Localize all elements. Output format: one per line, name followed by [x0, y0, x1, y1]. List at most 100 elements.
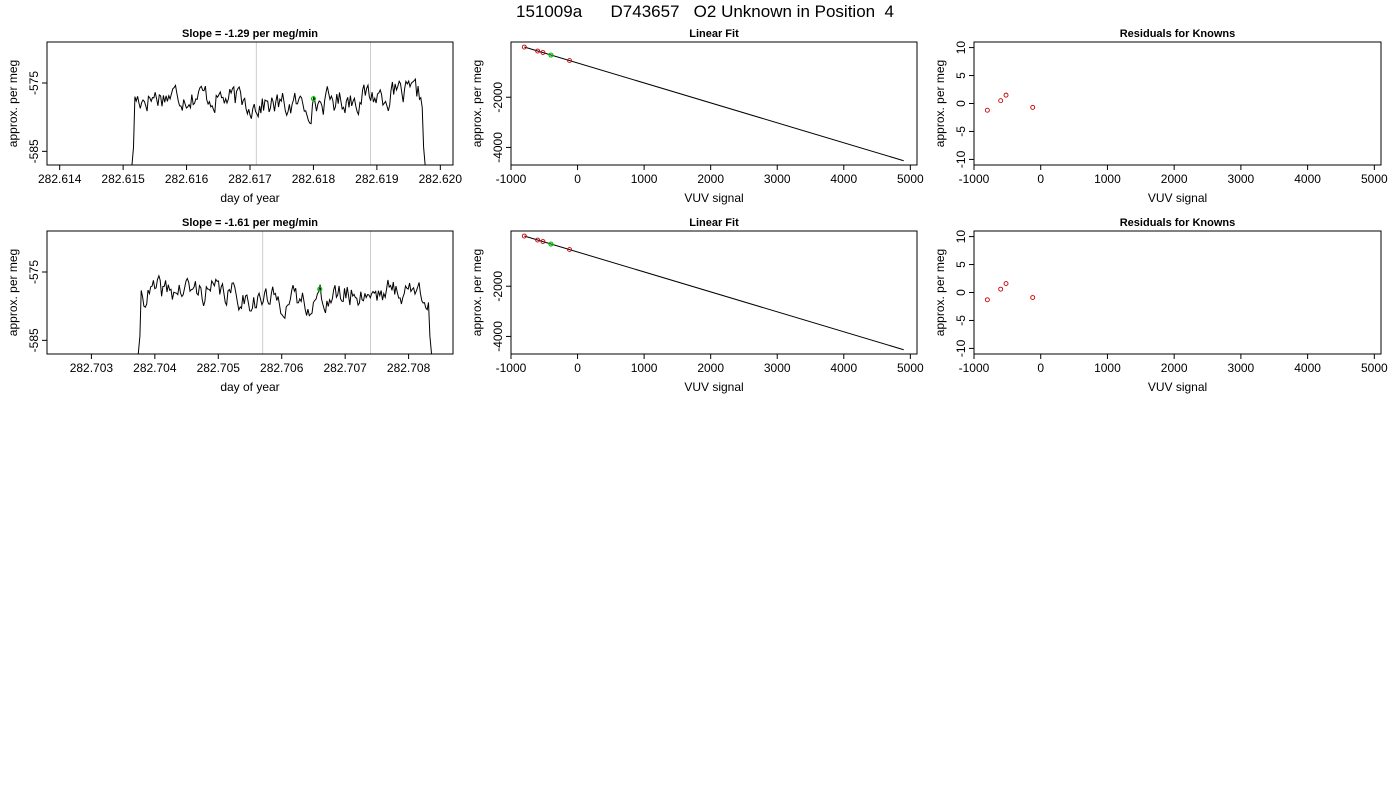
x-tick-label: 2000 [697, 172, 724, 186]
known-point [1030, 295, 1036, 300]
x-tick-label: 0 [1037, 361, 1044, 375]
known-point [1003, 92, 1009, 98]
panel-linear-fit-1: Linear Fit -1000 0 1000 2000 3000 4000 5000 -200… [470, 28, 924, 205]
panel-residuals-1: Residuals for Knowns -1000 0 1000 2000 3000 40… [933, 28, 1388, 205]
plot-frame [46, 230, 454, 355]
x-tick-label: 282.704 [133, 361, 177, 375]
y-tick-label: 0 [954, 289, 968, 296]
highlight-point [317, 286, 323, 292]
x-tick-label: 282.616 [165, 172, 209, 186]
y-tick-label: -585 [27, 328, 41, 352]
known-point [1030, 104, 1036, 110]
y-tick-label: -5 [954, 126, 968, 137]
fit-line [524, 235, 904, 351]
x-tick-label: 3000 [764, 172, 791, 186]
plot-area [984, 281, 1036, 303]
x-axis-label: VUV signal [1148, 191, 1207, 205]
y-tick-label: -10 [954, 150, 968, 168]
known-point [567, 247, 573, 253]
plot-area [137, 274, 433, 354]
x-tick-label: 1000 [631, 361, 658, 375]
x-tick-label: 0 [1037, 172, 1044, 186]
y-tick-label: -4000 [491, 132, 505, 163]
y-axis-label: approx. per meg [6, 249, 20, 336]
y-tick-label: -4000 [491, 321, 505, 352]
x-tick-label: 4000 [1294, 172, 1321, 186]
panel-title: Residuals for Knowns [1120, 28, 1236, 40]
y-tick-label: 5 [954, 261, 968, 268]
y-tick-label: 10 [954, 230, 968, 244]
x-tick-label: 4000 [830, 361, 857, 375]
x-tick-label: 282.618 [292, 172, 336, 186]
x-tick-label: 3000 [1228, 172, 1255, 186]
series-line [137, 274, 433, 354]
x-tick-label: 1000 [1094, 172, 1121, 186]
x-tick-label: 5000 [1361, 361, 1388, 375]
plot-area [521, 233, 904, 351]
x-tick-label: 5000 [897, 361, 924, 375]
x-tick-label: 1000 [631, 172, 658, 186]
panel-timeseries-2: Slope = -1.61 per meg/min 282.703 282.704 2… [6, 217, 454, 394]
known-point [998, 98, 1004, 104]
y-axis-label: approx. per meg [470, 249, 484, 336]
y-tick-label: 5 [954, 72, 968, 79]
known-point [521, 44, 527, 50]
known-point [540, 239, 546, 244]
y-tick-label: -575 [27, 260, 41, 284]
panel-title: Linear Fit [689, 28, 739, 40]
plot-frame [973, 230, 1382, 355]
y-tick-label: -585 [27, 139, 41, 163]
plot-area [131, 77, 426, 165]
x-tick-label: 2000 [697, 361, 724, 375]
x-tick-label: 4000 [1294, 361, 1321, 375]
y-axis-label: approx. per meg [933, 60, 947, 147]
x-tick-label: 282.703 [70, 361, 114, 375]
panel-timeseries-1: Slope = -1.29 per meg/min 282.614 282.615 2… [6, 28, 462, 205]
y-axis-label: approx. per meg [470, 60, 484, 147]
panel-title: Slope = -1.29 per meg/min [182, 28, 318, 40]
y-tick-label: -2000 [491, 271, 505, 302]
known-point [535, 237, 541, 243]
panel-title: Linear Fit [689, 217, 739, 229]
x-tick-label: 3000 [764, 361, 791, 375]
x-tick-label: 4000 [830, 172, 857, 186]
y-tick-label: -5 [954, 315, 968, 326]
x-axis-label: VUV signal [684, 380, 743, 394]
x-tick-label: -1000 [496, 172, 527, 186]
x-tick-label: 282.619 [355, 172, 399, 186]
y-tick-label: 0 [954, 100, 968, 107]
known-point [1003, 281, 1009, 287]
x-tick-label: 1000 [1094, 361, 1121, 375]
known-point [567, 58, 573, 64]
unknown-point [548, 241, 554, 247]
x-axis-label: VUV signal [1148, 380, 1207, 394]
x-tick-label: 5000 [1361, 172, 1388, 186]
x-tick-label: 0 [574, 172, 581, 186]
known-point [984, 107, 990, 113]
x-tick-label: -1000 [496, 361, 527, 375]
x-tick-label: -1000 [959, 172, 990, 186]
x-tick-label: 5000 [897, 172, 924, 186]
x-tick-label: 282.614 [38, 172, 82, 186]
y-axis-label: approx. per meg [6, 60, 20, 147]
y-tick-label: 10 [954, 41, 968, 55]
known-point [535, 48, 541, 54]
x-tick-label: 2000 [1161, 172, 1188, 186]
known-point [998, 286, 1004, 292]
plot-frame [510, 41, 918, 166]
y-tick-label: -575 [27, 71, 41, 95]
y-tick-label: -10 [954, 339, 968, 357]
unknown-point [548, 52, 554, 58]
x-tick-label: 3000 [1228, 361, 1255, 375]
highlight-point [310, 96, 317, 102]
y-axis-label: approx. per meg [933, 249, 947, 336]
plot-area [984, 92, 1036, 113]
known-point [984, 297, 990, 303]
x-tick-label: 282.615 [101, 172, 145, 186]
panel-title: Residuals for Knowns [1120, 217, 1236, 229]
x-tick-label: 282.705 [197, 361, 241, 375]
x-tick-label: -1000 [959, 361, 990, 375]
plot-frame [510, 230, 918, 355]
x-tick-label: 282.706 [260, 361, 304, 375]
